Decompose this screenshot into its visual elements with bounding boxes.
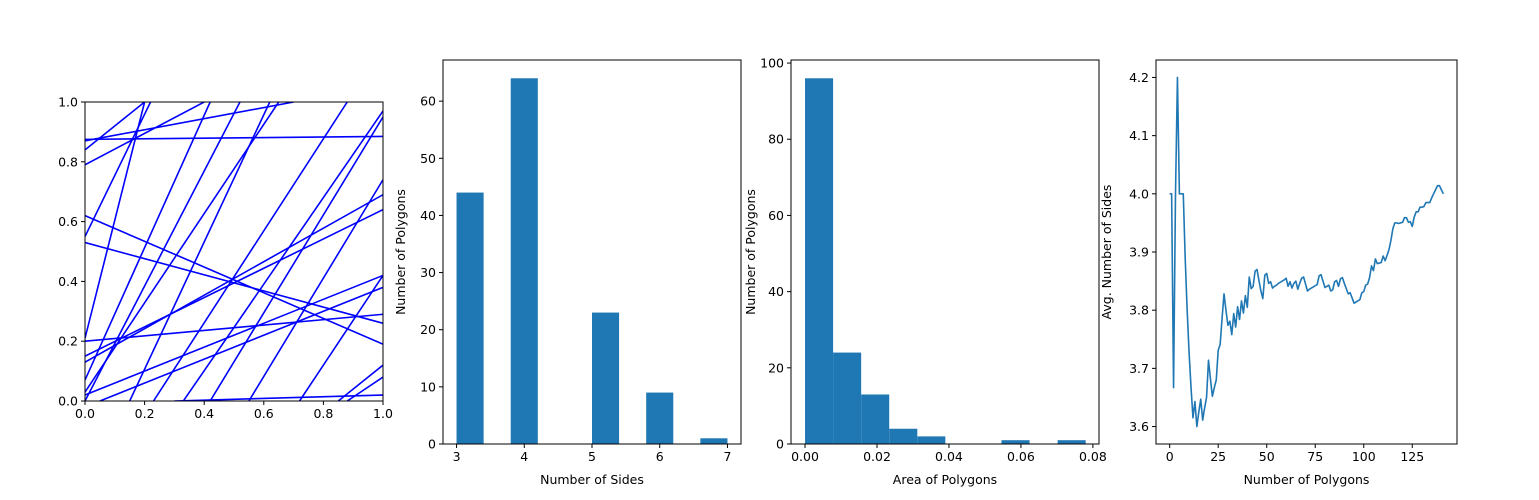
y-axis-label: Number of Polygons — [743, 189, 758, 315]
line-segment — [346, 376, 383, 401]
line-segments — [85, 102, 383, 401]
y-tick-label: 4.2 — [1129, 70, 1149, 85]
y-tick-label: 20 — [420, 322, 436, 337]
x-tick-label: 0.2 — [135, 406, 155, 421]
line-segment — [99, 286, 383, 401]
y-axis-label: Avg. Number of Sides — [1099, 185, 1114, 320]
line-segment — [85, 193, 383, 363]
histogram-bar — [917, 436, 946, 444]
line-segment — [85, 214, 383, 345]
x-tick-label: 0.4 — [194, 406, 214, 421]
line-segment — [298, 274, 383, 401]
x-tick-label: 25 — [1210, 449, 1226, 464]
y-tick-label: 50 — [420, 151, 436, 166]
line-segment — [85, 274, 383, 396]
y-tick-label: 0.2 — [58, 334, 78, 349]
line-segment — [85, 102, 205, 166]
line-segment — [85, 102, 146, 151]
y-tick-label: 3.9 — [1129, 245, 1149, 260]
line-segment — [337, 364, 383, 401]
line-segment — [85, 102, 211, 381]
line-segment — [85, 102, 294, 142]
x-tick-label: 75 — [1307, 449, 1323, 464]
y-tick-label: 40 — [768, 284, 784, 299]
line-segment — [174, 394, 383, 401]
x-axis-label: Number of Sides — [540, 472, 644, 487]
y-tick-label: 0.4 — [58, 274, 78, 289]
series-line — [1169, 76, 1445, 428]
histogram-bar — [646, 392, 674, 444]
x-tick-label: 6 — [656, 449, 664, 464]
x-tick-label: 0.04 — [935, 449, 963, 464]
y-tick-label: 4.0 — [1129, 186, 1149, 201]
axes-frame — [790, 59, 1100, 445]
y-tick-label: 3.6 — [1129, 419, 1149, 434]
axes-frame — [84, 101, 384, 402]
histogram-bar — [1057, 440, 1086, 444]
y-tick-label: 30 — [420, 265, 436, 280]
x-axis-label: Number of Polygons — [1244, 472, 1370, 487]
x-tick-label: 0.0 — [75, 406, 95, 421]
line-segment — [248, 179, 383, 401]
x-tick-label: 4 — [520, 449, 528, 464]
x-tick-label: 0 — [1166, 449, 1174, 464]
y-tick-label: 0 — [776, 437, 784, 452]
histogram-bar — [833, 352, 862, 444]
y-tick-label: 0 — [428, 437, 436, 452]
histogram-bar — [1001, 440, 1030, 444]
line-segment — [85, 102, 241, 401]
panel-area-histogram: 0.00 0.02 0.04 0.06 0.08 0 20 40 60 80 100 Area of … — [743, 56, 1107, 487]
panel-avg-sides-line: 0 25 50 75 100 125 3.6 3.7 3.8 3.9 4.0 4.1 4.2 Number… — [1099, 59, 1458, 487]
y-tick-label: 1.0 — [58, 95, 78, 110]
x-tick-label: 0.00 — [791, 449, 819, 464]
line-segment — [85, 102, 146, 339]
x-tick-label: 7 — [723, 449, 731, 464]
y-tick-label: 20 — [768, 360, 784, 375]
histogram-bar — [510, 78, 538, 445]
y-tick-label: 60 — [420, 94, 436, 109]
y-axis-label: Number of Polygons — [393, 189, 408, 315]
x-tick-label: 100 — [1352, 449, 1376, 464]
y-tick-label: 100 — [760, 56, 784, 71]
histogram-bar — [700, 438, 728, 444]
y-tick-label: 0.0 — [58, 394, 78, 409]
y-tick-label: 3.7 — [1129, 361, 1149, 376]
x-tick-label: 0.6 — [254, 406, 274, 421]
line-segment — [209, 116, 383, 401]
y-tick-label: 0.8 — [58, 154, 78, 169]
x-tick-label: 5 — [588, 449, 596, 464]
y-tick-label: 0.6 — [58, 214, 78, 229]
x-tick-label: 125 — [1400, 449, 1424, 464]
y-tick-label: 4.1 — [1129, 128, 1149, 143]
x-tick-label: 0.06 — [1007, 449, 1035, 464]
line-segment — [128, 102, 271, 401]
x-tick-label: 50 — [1259, 449, 1275, 464]
histogram-bar — [592, 312, 620, 444]
y-tick-label: 10 — [420, 379, 436, 394]
y-tick-label: 40 — [420, 208, 436, 223]
line-segment — [152, 102, 348, 401]
histogram-bar — [889, 428, 918, 444]
panel-sides-histogram: 3 4 5 6 7 0 10 20 30 40 50 60 Number of Sides Number … — [393, 59, 742, 487]
y-tick-label: 80 — [768, 132, 784, 147]
histogram-bar — [456, 192, 484, 444]
x-tick-label: 0.08 — [1079, 449, 1107, 464]
x-tick-label: 0.02 — [863, 449, 891, 464]
panel-random-lines: 0.0 0.2 0.4 0.6 0.8 1.0 0.0 0.2 0.4 0.6 0.8 1.0 — [58, 95, 393, 422]
histogram-bar — [805, 78, 834, 445]
x-tick-label: 1.0 — [373, 406, 393, 421]
histogram-bar — [861, 394, 890, 444]
x-tick-label: 0.8 — [313, 406, 333, 421]
y-tick-label: 60 — [768, 208, 784, 223]
x-axis-label: Area of Polygons — [893, 472, 997, 487]
y-tick-label: 3.8 — [1129, 303, 1149, 318]
line-segment — [85, 208, 383, 357]
x-tick-label: 3 — [453, 449, 461, 464]
line-segment — [182, 110, 383, 401]
